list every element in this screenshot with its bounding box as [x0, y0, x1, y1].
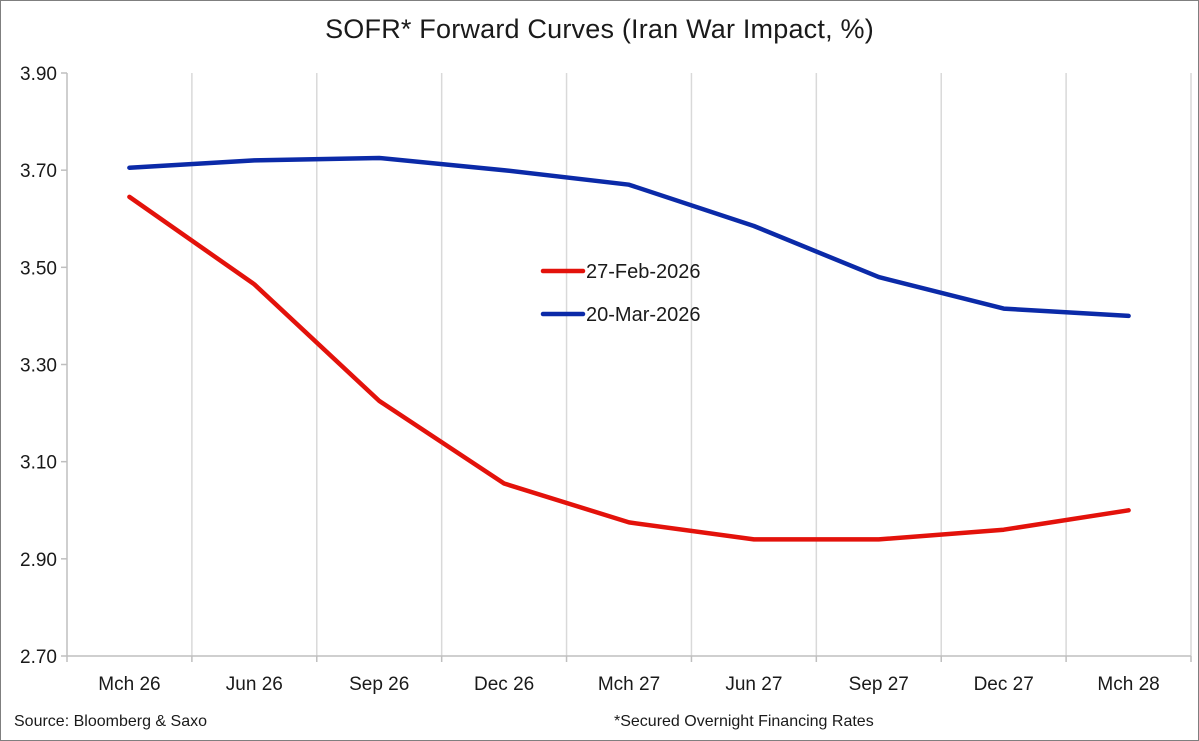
legend-label-2: 20-Mar-2026	[586, 304, 701, 326]
x-tick-label: Dec 27	[974, 674, 1034, 695]
legend-label-1: 27-Feb-2026	[586, 261, 701, 283]
legend: 27-Feb-2026 20-Mar-2026	[540, 261, 701, 326]
series-line-1	[127, 194, 1131, 542]
source-note: Source: Bloomberg & Saxo	[14, 713, 207, 730]
y-tick-label: 3.70	[20, 161, 57, 182]
series-lines	[127, 155, 1131, 542]
x-tick-label: Mch 26	[98, 674, 160, 695]
x-tick-label: Mch 28	[1097, 674, 1159, 695]
y-tick-label: 3.10	[20, 453, 57, 474]
x-tick-labels: Mch 26 Jun 26 Sep 26 Dec 26 Mch 27 Jun 27 Sep …	[98, 674, 1159, 695]
y-tick-label: 3.30	[20, 356, 57, 377]
x-tick-label: Mch 27	[598, 674, 660, 695]
chart-title: SOFR* Forward Curves (Iran War Impact, %…	[325, 14, 874, 44]
footnote: *Secured Overnight Financing Rates	[614, 713, 874, 730]
x-tick-label: Sep 27	[849, 674, 909, 695]
x-tick-label: Dec 26	[474, 674, 534, 695]
series-line-2	[127, 155, 1131, 319]
y-tick-labels: 2.70 2.90 3.10 3.30 3.50 3.70 3.90	[20, 64, 57, 668]
axes	[61, 72, 1192, 662]
y-tick-label: 3.50	[20, 258, 57, 279]
x-tick-label: Jun 27	[725, 674, 782, 695]
y-tick-label: 3.90	[20, 64, 57, 85]
y-tick-label: 2.90	[20, 550, 57, 571]
gridlines	[191, 73, 1192, 656]
x-tick-label: Sep 26	[349, 674, 409, 695]
x-tick-label: Jun 26	[226, 674, 283, 695]
y-tick-label: 2.70	[20, 647, 57, 668]
